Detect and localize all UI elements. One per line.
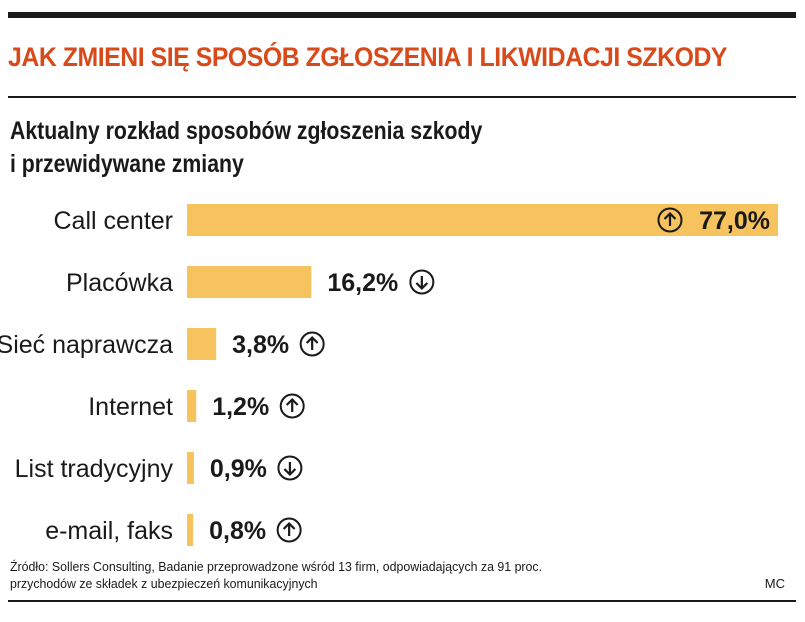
value-label: 3,8% [232, 331, 289, 359]
category-label: Placówka [66, 269, 173, 297]
bar [187, 328, 217, 360]
value-label: 0,9% [210, 455, 267, 483]
chart-subtitle: Aktualny rozkład sposobów zgłoszenia szk… [10, 115, 520, 181]
value-label: 16,2% [327, 269, 398, 297]
bottom-rule [8, 600, 796, 602]
category-label: Call center [54, 207, 174, 235]
arrow-up-circle-icon [276, 517, 302, 543]
subtitle-line-1: Aktualny rozkład sposobów zgłoszenia szk… [10, 117, 483, 145]
category-label: List tradycyjny [15, 455, 174, 483]
arrow-up-circle-icon [299, 331, 325, 357]
value-label: 0,8% [209, 517, 266, 545]
title-rule [8, 96, 796, 98]
category-label: Internet [88, 393, 173, 421]
subtitle-line-2: i przewidywane zmiany [10, 150, 244, 178]
arrow-down-circle-icon [409, 269, 435, 295]
top-rule [8, 12, 796, 18]
category-label: Sieć naprawcza [0, 331, 173, 359]
value-label: 1,2% [212, 393, 269, 421]
source-note: Źródło: Sollers Consulting, Badanie prze… [10, 558, 750, 592]
bar [187, 514, 194, 546]
source-line-1: Źródło: Sollers Consulting, Badanie prze… [10, 559, 543, 574]
bar [187, 204, 778, 236]
bar [187, 266, 312, 298]
source-line-2: przychodów ze składek z ubezpieczeń komu… [10, 576, 318, 591]
chart-title: JAK ZMIENI SIĘ SPOSÓB ZGŁOSZENIA I LIKWI… [8, 42, 728, 72]
category-label: e-mail, faks [45, 517, 173, 545]
arrow-up-circle-icon [279, 393, 305, 419]
bar [187, 452, 194, 484]
arrow-down-circle-icon [277, 455, 303, 481]
author-credit: MC [764, 576, 785, 591]
arrow-up-circle-icon [657, 207, 683, 233]
bar [187, 390, 197, 422]
bar-chart: Call center 77,0% Placówka 16,2% Sieć napraw… [0, 204, 778, 546]
value-label: 77,0% [699, 207, 770, 235]
